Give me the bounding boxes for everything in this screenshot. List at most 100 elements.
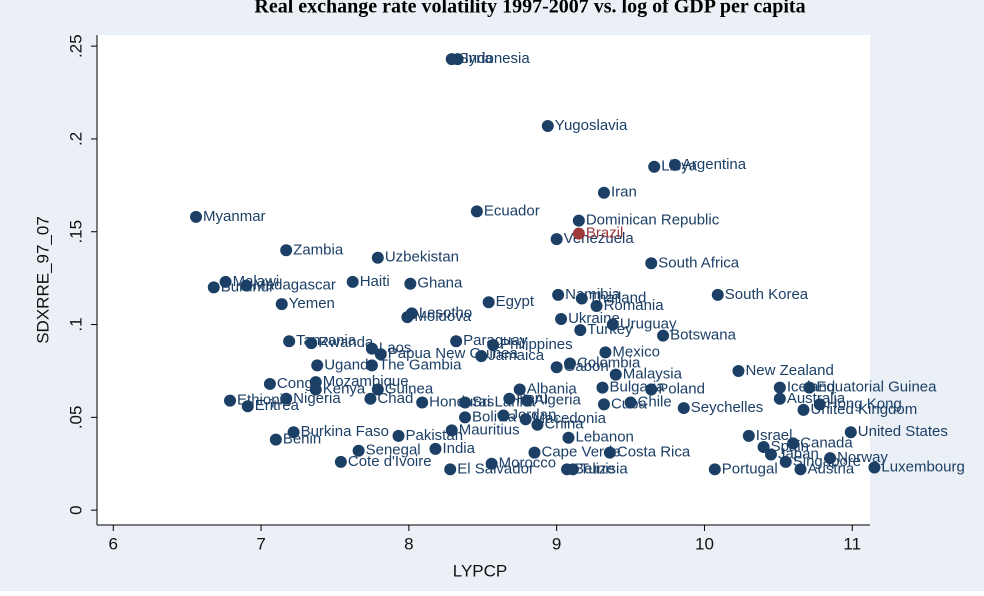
point bbox=[787, 437, 800, 450]
point bbox=[241, 400, 254, 413]
point-label: Senegal bbox=[366, 442, 421, 459]
point-label: Guinea bbox=[385, 380, 434, 397]
point bbox=[374, 348, 387, 361]
point-label: Costa Rica bbox=[617, 444, 691, 461]
point bbox=[287, 426, 300, 439]
point-label: Equatorial Guinea bbox=[816, 379, 937, 396]
y-axis-label: SDXRRE_97_07 bbox=[33, 216, 52, 344]
point bbox=[572, 214, 585, 227]
point bbox=[541, 119, 554, 132]
x-tick-label: 7 bbox=[256, 534, 265, 553]
point-label: Egypt bbox=[496, 293, 535, 310]
point bbox=[352, 444, 365, 457]
point bbox=[364, 392, 377, 405]
point-label: Thailand bbox=[589, 290, 647, 307]
point-label: Ghana bbox=[417, 275, 463, 292]
x-axis-label: LYPCP bbox=[453, 561, 508, 580]
point-label: New Zealand bbox=[745, 362, 833, 379]
point-label: Mauritius bbox=[459, 421, 520, 438]
point bbox=[475, 350, 488, 363]
point bbox=[503, 392, 516, 405]
point-label: Belize bbox=[574, 460, 615, 477]
point-label: Benin bbox=[283, 431, 321, 448]
point bbox=[597, 398, 610, 411]
point bbox=[309, 383, 322, 396]
point-label: Australia bbox=[787, 390, 846, 407]
point-label: Romania bbox=[604, 297, 665, 314]
point-label: Colombia bbox=[577, 354, 641, 371]
y-tick-label: .1 bbox=[66, 317, 85, 331]
y-tick-label: .2 bbox=[66, 132, 85, 146]
point bbox=[240, 279, 253, 292]
point bbox=[645, 383, 658, 396]
point bbox=[574, 324, 587, 337]
point-label: Syria bbox=[459, 50, 494, 67]
point bbox=[334, 455, 347, 468]
point bbox=[708, 463, 721, 476]
point bbox=[444, 463, 457, 476]
point bbox=[451, 53, 464, 66]
point bbox=[371, 383, 384, 396]
point bbox=[757, 441, 770, 454]
point bbox=[677, 402, 690, 415]
point-label: Mexico bbox=[612, 343, 660, 360]
point bbox=[868, 461, 881, 474]
point bbox=[280, 392, 293, 405]
point-label: Zambia bbox=[293, 241, 344, 258]
point bbox=[575, 292, 588, 305]
point-label: South Korea bbox=[725, 286, 809, 303]
point bbox=[599, 346, 612, 359]
point bbox=[590, 299, 603, 312]
point bbox=[416, 396, 429, 409]
point bbox=[392, 429, 405, 442]
point bbox=[732, 364, 745, 377]
x-tick-label: 10 bbox=[695, 534, 714, 553]
point-label: Mozambique bbox=[323, 373, 409, 390]
point-label: El Salvador bbox=[457, 460, 534, 477]
point-label: United States bbox=[858, 423, 948, 440]
point bbox=[429, 442, 442, 455]
point bbox=[711, 288, 724, 301]
point-label: Israel bbox=[756, 427, 793, 444]
point-label: Chile bbox=[638, 393, 672, 410]
point bbox=[371, 251, 384, 264]
point-label: Austria bbox=[808, 460, 855, 477]
point-label: Cape Verde bbox=[541, 444, 620, 461]
point-label: Yugoslavia bbox=[555, 117, 628, 134]
point bbox=[648, 160, 661, 173]
point bbox=[657, 329, 670, 342]
point-label: Uganda bbox=[324, 356, 377, 373]
point-label: Canada bbox=[800, 434, 853, 451]
point bbox=[668, 158, 681, 171]
point bbox=[470, 205, 483, 218]
point-label: India bbox=[442, 440, 475, 457]
point-label: Ecuador bbox=[484, 202, 540, 219]
point bbox=[450, 335, 463, 348]
point-label: Lebanon bbox=[575, 429, 633, 446]
point-label: Sri Lanka bbox=[472, 393, 536, 410]
point bbox=[596, 381, 609, 394]
plot-area bbox=[97, 35, 870, 525]
point-label: Moldova bbox=[414, 308, 471, 325]
x-tick-label: 6 bbox=[109, 534, 118, 553]
point-label: Chad bbox=[377, 390, 413, 407]
point bbox=[365, 359, 378, 372]
point bbox=[606, 318, 619, 331]
point-label: Lesotho bbox=[419, 304, 472, 321]
point-label: Macedonia bbox=[533, 410, 607, 427]
point bbox=[764, 448, 777, 461]
point bbox=[572, 227, 585, 240]
point bbox=[803, 381, 816, 394]
y-tick-label: .05 bbox=[66, 406, 85, 430]
point bbox=[401, 311, 414, 324]
point bbox=[280, 244, 293, 257]
point bbox=[773, 381, 786, 394]
point-label: Cote d'Ivoire bbox=[348, 453, 432, 470]
point-label: Burkina Faso bbox=[301, 423, 389, 440]
point-label: Uruguay bbox=[620, 316, 677, 333]
point bbox=[609, 368, 622, 381]
point-label: Algeria bbox=[534, 392, 581, 409]
point-label: Ukraine bbox=[568, 310, 620, 327]
